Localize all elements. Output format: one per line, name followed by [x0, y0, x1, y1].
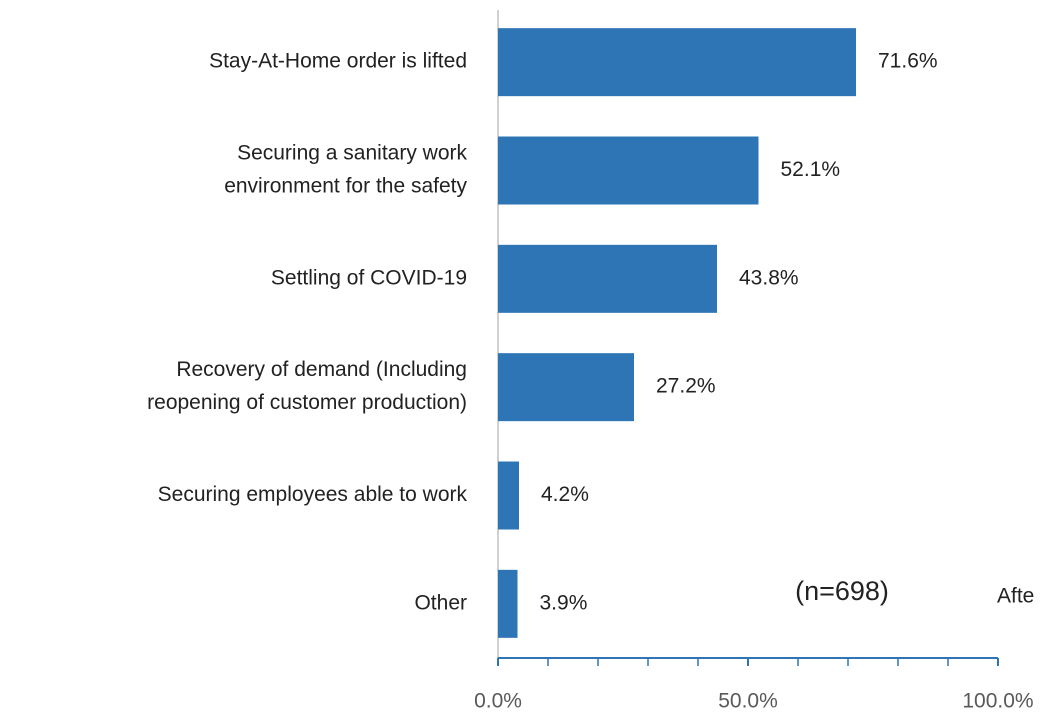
data-label: 71.6%: [878, 50, 938, 73]
y-tick-label: Securing employees able to work: [158, 483, 468, 506]
y-tick-label: environment for the safety: [224, 175, 467, 198]
sample-size: (n=698): [795, 576, 889, 606]
bar: [498, 244, 717, 313]
x-tick-label: 100.0%: [962, 690, 1033, 712]
y-tick-label: Recovery of demand (Including: [176, 358, 467, 381]
bar: [498, 569, 518, 638]
data-label: 43.8%: [739, 266, 799, 289]
data-label: 3.9%: [540, 591, 588, 614]
y-tick-label: reopening of customer production): [147, 391, 467, 414]
data-label: 52.1%: [781, 158, 841, 181]
y-tick-label: Securing a sanitary work: [237, 142, 467, 165]
bar: [498, 461, 519, 530]
x-tick-label: 0.0%: [474, 690, 522, 712]
data-label: 27.2%: [656, 375, 716, 398]
x-tick-label: 50.0%: [718, 690, 778, 712]
bar: [498, 136, 759, 205]
data-label: 4.2%: [541, 483, 589, 506]
annotation: Afte: [997, 585, 1034, 608]
bar: [498, 28, 856, 97]
y-tick-label: Settling of COVID-19: [271, 266, 467, 289]
y-tick-label: Stay-At-Home order is lifted: [209, 50, 467, 73]
bar: [498, 353, 634, 422]
y-tick-label: Other: [414, 591, 467, 614]
